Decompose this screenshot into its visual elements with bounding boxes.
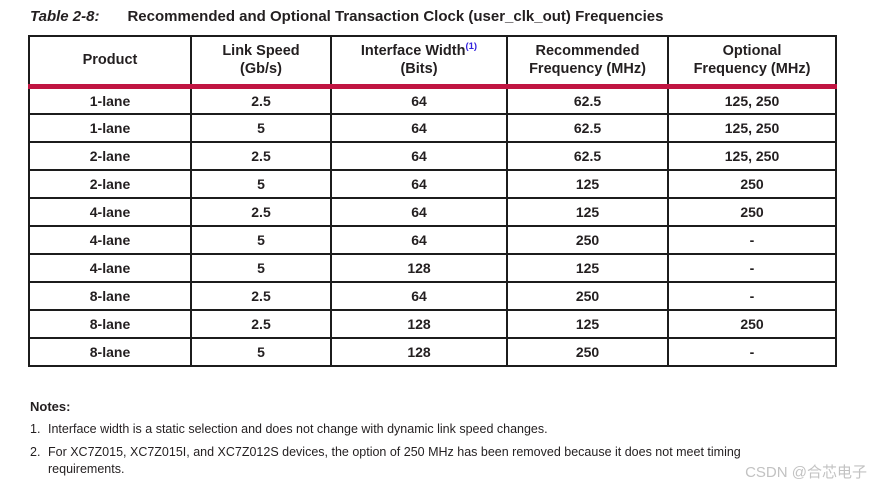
cell-interface-width: 128 (330, 309, 508, 339)
cell-interface-width: 128 (330, 337, 508, 367)
note-item: 1. Interface width is a static selection… (30, 421, 802, 439)
cell-optional-frequency: 125, 250 (667, 113, 837, 143)
cell-interface-width: 64 (330, 281, 508, 311)
cell-interface-width: 64 (330, 169, 508, 199)
table-caption-number: Table 2-8: (30, 8, 100, 25)
table-row: 4-lane 2.5 64 125 250 (28, 197, 837, 227)
cell-optional-frequency: 250 (667, 197, 837, 227)
cell-optional-frequency: - (667, 337, 837, 367)
cell-link-speed: 5 (190, 253, 332, 283)
col-header-product-label: Product (82, 52, 138, 69)
cell-product: 4-lane (28, 253, 192, 283)
col-header-link-speed-line1: Link Speed (222, 43, 300, 60)
table-row: 8-lane 2.5 128 125 250 (28, 309, 837, 339)
cell-recommended-frequency: 62.5 (506, 113, 669, 143)
table-row: 2-lane 2.5 64 62.5 125, 250 (28, 141, 837, 171)
note-item: 2. For XC7Z015, XC7Z015I, and XC7Z012S d… (30, 444, 802, 479)
cell-link-speed: 5 (190, 113, 332, 143)
col-header-recommended-line1: Recommended (535, 43, 640, 60)
cell-link-speed: 2.5 (190, 85, 332, 115)
cell-link-speed: 5 (190, 337, 332, 367)
note-number: 1. (30, 422, 41, 437)
csdn-watermark: CSDN @合芯电子 (745, 464, 867, 481)
cell-link-speed: 5 (190, 225, 332, 255)
col-header-optional-line2: Frequency (MHz) (693, 61, 811, 78)
cell-link-speed: 2.5 (190, 197, 332, 227)
cell-interface-width: 64 (330, 85, 508, 115)
cell-recommended-frequency: 125 (506, 253, 669, 283)
frequency-table: Product Link Speed (Gb/s) Interface Widt… (28, 35, 837, 367)
notes-section: Notes: 1. Interface width is a static se… (30, 398, 820, 479)
cell-optional-frequency: 125, 250 (667, 141, 837, 171)
cell-interface-width: 64 (330, 225, 508, 255)
cell-link-speed: 2.5 (190, 309, 332, 339)
cell-optional-frequency: 250 (667, 309, 837, 339)
cell-product: 4-lane (28, 225, 192, 255)
cell-recommended-frequency: 125 (506, 197, 669, 227)
table-row: 8-lane 5 128 250 - (28, 337, 837, 367)
col-header-interface-width-line1: Interface Width(1) (336, 42, 502, 60)
note-number: 2. (30, 444, 41, 459)
cell-recommended-frequency: 250 (506, 337, 669, 367)
cell-product: 1-lane (28, 113, 192, 143)
cell-optional-frequency: 125, 250 (667, 85, 837, 115)
footnote-reference: (1) (465, 41, 478, 53)
col-header-link-speed-line2: (Gb/s) (240, 61, 282, 78)
cell-recommended-frequency: 250 (506, 281, 669, 311)
table-row: 1-lane 2.5 64 62.5 125, 250 (28, 85, 837, 115)
cell-optional-frequency: - (667, 281, 837, 311)
cell-link-speed: 5 (190, 169, 332, 199)
table-row: 8-lane 2.5 64 250 - (28, 281, 837, 311)
table-row: 4-lane 5 64 250 - (28, 225, 837, 255)
col-header-recommended-line2: Frequency (MHz) (529, 61, 646, 78)
table-caption: Table 2-8: Recommended and Optional Trans… (30, 8, 663, 25)
cell-interface-width: 128 (330, 253, 508, 283)
cell-interface-width: 64 (330, 141, 508, 171)
col-header-recommended-frequency: Recommended Frequency (MHz) (506, 35, 669, 89)
table-row: 2-lane 5 64 125 250 (28, 169, 837, 199)
col-header-product: Product (28, 35, 192, 89)
cell-link-speed: 2.5 (190, 141, 332, 171)
cell-optional-frequency: 250 (667, 169, 837, 199)
col-header-optional-line1: Optional (722, 43, 782, 60)
cell-link-speed: 2.5 (190, 281, 332, 311)
cell-product: 4-lane (28, 197, 192, 227)
col-header-interface-width: Interface Width(1) (Bits) (330, 35, 508, 89)
table-row: 4-lane 5 128 125 - (28, 253, 837, 283)
header-row: Product Link Speed (Gb/s) Interface Widt… (28, 35, 837, 89)
cell-product: 2-lane (28, 141, 192, 171)
table-caption-title: Recommended and Optional Transaction Clo… (127, 8, 664, 25)
col-header-link-speed: Link Speed (Gb/s) (190, 35, 332, 89)
cell-product: 8-lane (28, 337, 192, 367)
cell-product: 8-lane (28, 281, 192, 311)
table-row: 1-lane 5 64 62.5 125, 250 (28, 113, 837, 143)
cell-recommended-frequency: 62.5 (506, 85, 669, 115)
cell-recommended-frequency: 62.5 (506, 141, 669, 171)
cell-optional-frequency: - (667, 225, 837, 255)
cell-product: 8-lane (28, 309, 192, 339)
col-header-interface-width-text: Interface Width (360, 43, 466, 60)
col-header-optional-frequency: Optional Frequency (MHz) (667, 35, 837, 89)
cell-interface-width: 64 (330, 113, 508, 143)
cell-optional-frequency: - (667, 253, 837, 283)
cell-product: 2-lane (28, 169, 192, 199)
cell-recommended-frequency: 250 (506, 225, 669, 255)
notes-heading: Notes: (30, 399, 71, 414)
note-text: Interface width is a static selection an… (48, 422, 548, 437)
note-text: For XC7Z015, XC7Z015I, and XC7Z012S devi… (48, 444, 741, 477)
col-header-interface-width-line2: (Bits) (400, 61, 438, 78)
cell-product: 1-lane (28, 85, 192, 115)
cell-interface-width: 64 (330, 197, 508, 227)
cell-recommended-frequency: 125 (506, 169, 669, 199)
cell-recommended-frequency: 125 (506, 309, 669, 339)
